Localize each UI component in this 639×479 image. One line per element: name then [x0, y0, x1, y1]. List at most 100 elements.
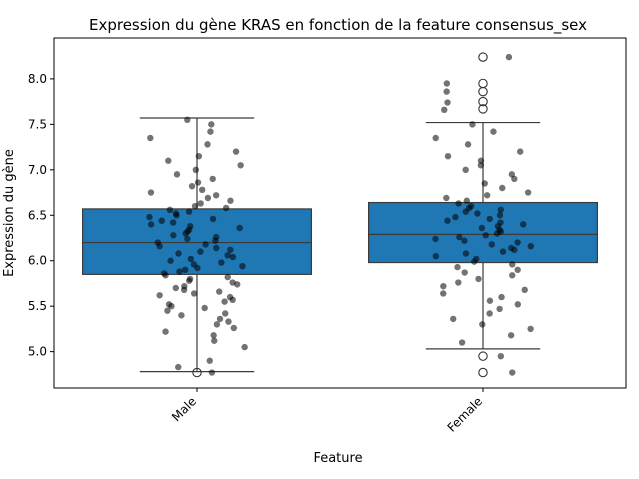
- data-point: [164, 307, 171, 314]
- data-point: [514, 301, 522, 308]
- data-point: [185, 208, 193, 215]
- plot-frame: [53, 37, 627, 389]
- data-point: [488, 241, 495, 248]
- data-point: [172, 210, 180, 217]
- data-point: [192, 166, 200, 174]
- data-point: [508, 244, 515, 252]
- data-point: [204, 194, 212, 202]
- data-point: [158, 217, 165, 224]
- data-point: [467, 202, 475, 210]
- data-point: [194, 179, 202, 186]
- data-point: [224, 273, 231, 281]
- x-axis-label: Feature: [313, 451, 362, 466]
- data-point: [209, 175, 216, 183]
- data-point: [167, 257, 174, 264]
- data-point: [229, 279, 236, 286]
- data-point: [469, 121, 476, 128]
- data-point: [222, 310, 229, 317]
- data-point: [454, 263, 461, 271]
- outlier-point: [192, 367, 202, 378]
- data-point: [517, 148, 524, 155]
- data-point: [497, 206, 504, 214]
- data-point: [527, 325, 534, 333]
- data-point: [166, 206, 174, 214]
- data-point: [461, 269, 468, 276]
- data-point: [173, 171, 181, 178]
- data-point: [455, 200, 462, 207]
- data-point: [160, 270, 168, 277]
- data-point: [186, 275, 194, 283]
- data-point: [462, 250, 470, 257]
- points-male: [146, 116, 248, 376]
- y-axis-label: Expression du gène: [2, 149, 17, 277]
- data-point: [191, 202, 199, 210]
- outlier-point: [478, 351, 488, 361]
- data-point: [432, 134, 439, 142]
- points-female: [432, 53, 534, 376]
- data-point: [188, 182, 196, 190]
- x-tick-label: Male: [169, 394, 199, 424]
- y-tick-label: 8.0: [28, 72, 47, 86]
- outlier-point: [478, 96, 488, 107]
- data-point: [175, 363, 182, 371]
- outlier-point: [478, 367, 488, 378]
- data-point: [237, 162, 244, 169]
- data-point: [216, 315, 224, 323]
- data-point: [221, 298, 228, 305]
- data-point: [524, 189, 532, 196]
- data-point: [208, 369, 216, 376]
- data-point: [198, 186, 206, 194]
- data-point: [486, 297, 494, 304]
- data-point: [486, 310, 493, 317]
- y-axis: 5.0 5.5 6.0 6.5 7.0 7.5 8.0: [28, 72, 54, 359]
- data-point: [210, 332, 217, 339]
- data-point: [227, 197, 234, 204]
- data-point: [178, 312, 185, 319]
- data-point: [154, 239, 162, 246]
- data-point: [478, 224, 486, 232]
- data-point: [498, 293, 505, 301]
- data-point: [441, 106, 448, 114]
- y-tick-label: 6.0: [28, 254, 47, 268]
- data-point: [187, 255, 195, 263]
- data-point: [440, 290, 447, 297]
- data-point: [227, 246, 234, 254]
- outliers-female: [478, 52, 488, 378]
- data-point: [509, 261, 516, 268]
- data-point: [212, 192, 220, 199]
- data-point: [147, 221, 155, 228]
- data-point: [519, 221, 527, 228]
- data-point: [479, 321, 486, 328]
- data-point: [490, 128, 497, 135]
- data-point: [455, 279, 462, 286]
- data-point: [464, 141, 472, 148]
- data-point: [497, 219, 504, 226]
- data-point: [202, 241, 209, 248]
- data-point: [170, 232, 177, 239]
- data-point: [475, 275, 482, 283]
- data-point: [497, 352, 505, 360]
- data-point: [169, 219, 177, 226]
- data-point: [146, 213, 153, 221]
- data-point: [206, 357, 213, 364]
- data-point: [184, 116, 191, 124]
- data-point: [204, 141, 211, 148]
- data-point: [172, 284, 179, 292]
- data-point: [481, 180, 488, 187]
- data-point: [482, 232, 489, 239]
- data-point: [499, 248, 507, 255]
- data-point: [461, 237, 468, 244]
- data-point: [165, 301, 173, 308]
- plot-area: [81, 52, 599, 378]
- outlier-point: [478, 52, 488, 62]
- data-point: [225, 318, 232, 325]
- data-point: [509, 369, 516, 376]
- iqr-box: [368, 201, 599, 264]
- data-point: [156, 292, 163, 299]
- outlier-point: [478, 78, 488, 89]
- data-point: [213, 321, 221, 328]
- data-point: [443, 88, 450, 95]
- data-point: [505, 53, 513, 61]
- data-point: [514, 239, 521, 246]
